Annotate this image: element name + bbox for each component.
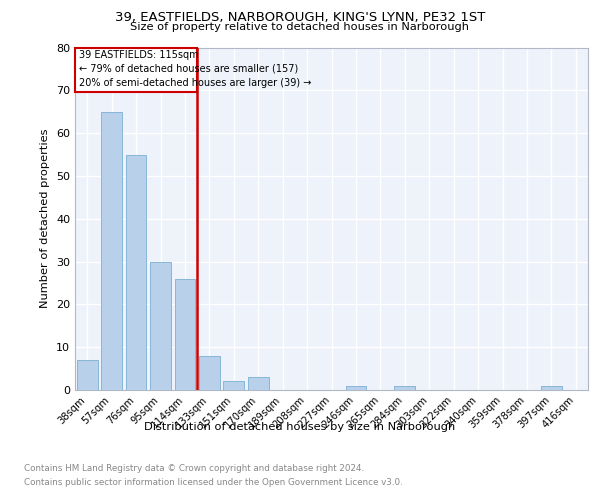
Bar [394, 386, 415, 390]
Bar [199, 356, 220, 390]
Text: Contains HM Land Registry data © Crown copyright and database right 2024.: Contains HM Land Registry data © Crown c… [24, 464, 364, 473]
Text: Size of property relative to detached houses in Narborough: Size of property relative to detached ho… [131, 22, 470, 32]
Text: 20% of semi-detached houses are larger (39) →: 20% of semi-detached houses are larger (… [79, 78, 311, 88]
FancyBboxPatch shape [75, 48, 197, 92]
Text: 39 EASTFIELDS: 115sqm: 39 EASTFIELDS: 115sqm [79, 50, 198, 60]
Text: ← 79% of detached houses are smaller (157): ← 79% of detached houses are smaller (15… [79, 64, 298, 74]
Bar [101, 112, 122, 390]
Y-axis label: Number of detached properties: Number of detached properties [40, 129, 50, 308]
Bar [125, 154, 146, 390]
Bar [223, 382, 244, 390]
Bar [77, 360, 98, 390]
Bar [541, 386, 562, 390]
Text: 39, EASTFIELDS, NARBOROUGH, KING'S LYNN, PE32 1ST: 39, EASTFIELDS, NARBOROUGH, KING'S LYNN,… [115, 11, 485, 24]
Text: Contains public sector information licensed under the Open Government Licence v3: Contains public sector information licen… [24, 478, 403, 487]
Bar [175, 278, 196, 390]
Bar [248, 377, 269, 390]
Text: Distribution of detached houses by size in Narborough: Distribution of detached houses by size … [145, 422, 455, 432]
Bar [150, 262, 171, 390]
Bar [346, 386, 367, 390]
